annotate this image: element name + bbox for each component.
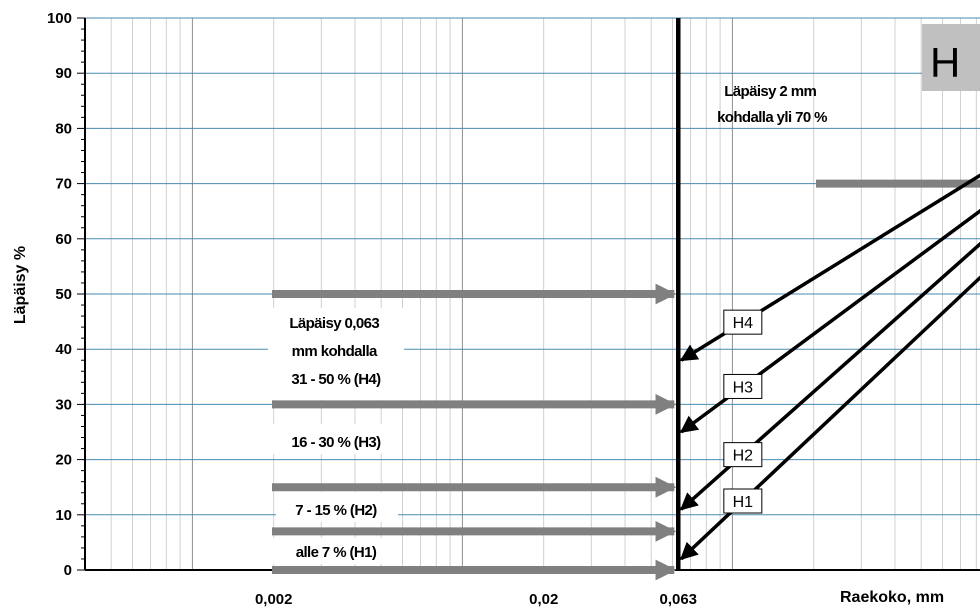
y-tick-label: 40 xyxy=(55,341,72,358)
annotation-h2: 7 - 15 % (H2) xyxy=(295,502,377,519)
y-tick-label: 20 xyxy=(55,452,72,469)
badge-box xyxy=(922,24,980,91)
series-labels: H4 H3 H2 H1 xyxy=(723,309,763,514)
y-tick-label: 60 xyxy=(55,231,72,248)
series-label-box-h2 xyxy=(723,442,763,468)
series-label-h3: H3 xyxy=(733,379,754,396)
series-label-box-h1 xyxy=(723,488,763,514)
annotation-left-line-3: 31 - 50 % (H4) xyxy=(291,371,381,388)
annotation-right-line-2: kohdalla yli 70 % xyxy=(717,109,827,126)
y-tick-label: 0 xyxy=(64,562,72,579)
annotation-left-line-1: Läpäisy 0,063 xyxy=(289,315,379,332)
x-tick-label: 0,02 xyxy=(529,591,558,608)
x-tick-label: 0,063 xyxy=(659,591,697,608)
y-tick-label: 50 xyxy=(55,286,72,303)
series-label-h1: H1 xyxy=(733,494,754,511)
y-axis-title: Läpäisy % xyxy=(12,246,29,324)
annotation-h1: alle 7 % (H1) xyxy=(296,544,377,561)
y-tick-label: 70 xyxy=(55,176,72,193)
y-tick-label: 10 xyxy=(55,507,72,524)
annotation-right: Läpäisy 2 mm kohdalla yli 70 % xyxy=(717,83,827,126)
annotation-left: Läpäisy 0,063 mm kohdalla 31 - 50 % (H4) xyxy=(289,315,382,388)
y-tick-label: 100 xyxy=(47,10,72,27)
y-tick-label: 30 xyxy=(55,396,72,413)
badge-letter: H xyxy=(930,39,960,86)
y-tick-label: 80 xyxy=(55,120,72,137)
x-axis-title: Raekoko, mm xyxy=(840,589,944,606)
series-label-h4: H4 xyxy=(733,315,754,332)
series-label-box-h4 xyxy=(723,309,763,335)
x-tick-label: 0,002 xyxy=(255,591,293,608)
badge: H xyxy=(922,24,980,91)
y-tick-label: 90 xyxy=(55,65,72,82)
series-label-box-h3 xyxy=(723,373,763,399)
annotation-h3: 16 - 30 % (H3) xyxy=(291,434,381,451)
indicator-arrows xyxy=(272,179,980,581)
annotation-right-line-1: Läpäisy 2 mm xyxy=(724,83,816,100)
series-label-h2: H2 xyxy=(733,448,754,465)
annotation-left-line-2: mm kohdalla xyxy=(292,343,378,360)
annotation-left-bg xyxy=(266,308,404,564)
reference-lines xyxy=(676,18,681,570)
